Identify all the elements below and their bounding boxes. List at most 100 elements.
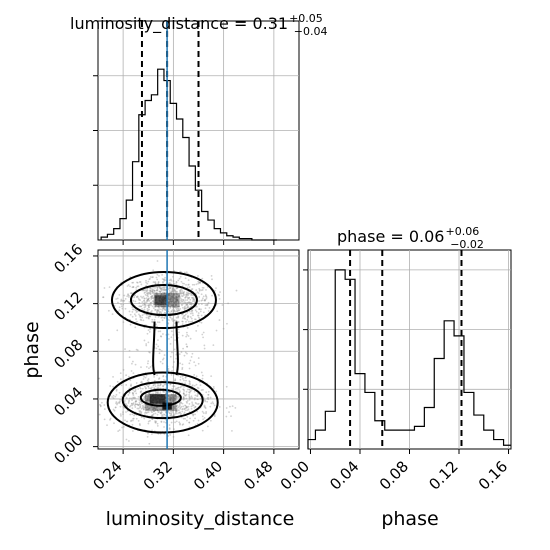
sample-point [151, 289, 154, 292]
sample-point [197, 314, 200, 317]
sample-point [149, 315, 152, 318]
sample-point [210, 402, 213, 405]
sample-point [195, 289, 198, 291]
sample-point [194, 309, 197, 312]
sample-point [193, 299, 196, 301]
sample-point [192, 414, 195, 417]
sample-point [185, 293, 188, 296]
sample-point [149, 289, 152, 292]
sample-point [149, 276, 152, 278]
sample-point [175, 405, 178, 408]
sample-point [173, 293, 176, 295]
sample-point [197, 282, 200, 285]
sample-point [187, 320, 190, 323]
sample-point [151, 321, 154, 323]
sample-point [184, 296, 187, 299]
sample-point [120, 303, 123, 306]
sample-point [176, 310, 179, 313]
sample-point [195, 310, 198, 313]
sample-point [176, 395, 179, 398]
sample-point [149, 290, 151, 292]
sample-point [176, 396, 178, 399]
sample-point [184, 404, 187, 407]
sample-point [147, 304, 150, 307]
sample-point [111, 396, 113, 398]
sample-point [183, 354, 186, 357]
contours [106, 271, 219, 434]
sample-point [179, 292, 181, 294]
sample-point [189, 301, 191, 304]
sample-point [147, 295, 149, 298]
sample-point [184, 313, 187, 316]
sample-point [196, 395, 198, 397]
sample-point [112, 408, 115, 411]
sample-point [159, 360, 162, 363]
sample-point [212, 387, 215, 390]
sample-point [148, 306, 150, 309]
sample-point [164, 309, 167, 311]
sample-point [184, 351, 187, 354]
sample-point [154, 407, 157, 410]
sample-point [187, 283, 190, 286]
sample-point [180, 280, 183, 283]
sample-point [169, 297, 172, 300]
sample-point [144, 412, 146, 414]
sample-point [186, 416, 189, 418]
sample-point [120, 384, 123, 387]
sample-point [157, 345, 160, 348]
sample-point [182, 396, 185, 399]
sample-point [196, 422, 199, 425]
sample-point [145, 408, 148, 411]
sample-point [195, 402, 198, 405]
sample-point [134, 294, 137, 297]
sample-point [112, 385, 115, 388]
sample-point [147, 304, 150, 307]
sample-point [193, 298, 195, 300]
sample-point [146, 298, 149, 301]
sample-point [164, 305, 167, 308]
sample-point [145, 284, 148, 287]
sample-point [188, 396, 191, 399]
sample-point [148, 306, 150, 308]
joint-posterior-panel [97, 249, 300, 450]
sample-point [162, 390, 165, 393]
sample-point [121, 307, 124, 310]
sample-point [156, 413, 159, 416]
sample-point [146, 435, 149, 438]
sample-point [141, 314, 144, 317]
sample-point [201, 429, 204, 432]
luminosity-distance-title: luminosity_distance = 0.31+0.05 −0.04 [70, 12, 328, 38]
sample-point [190, 288, 193, 291]
sample-point [176, 299, 179, 302]
sample-point [167, 395, 170, 397]
sample-point [200, 293, 203, 296]
sample-point [137, 395, 140, 398]
sample-point [190, 294, 193, 296]
sample-point [142, 289, 145, 292]
sample-point [153, 290, 156, 292]
sample-point [160, 408, 163, 411]
sample-point [147, 399, 150, 402]
sample-point [151, 411, 154, 414]
sample-point [133, 296, 136, 299]
sample-point [173, 269, 175, 272]
sample-point [218, 298, 221, 300]
sample-point [136, 281, 138, 284]
sample-point [175, 296, 178, 299]
sample-point [179, 292, 182, 295]
sample-point [186, 303, 188, 306]
sample-point [171, 388, 174, 391]
sample-point [159, 384, 162, 386]
sample-point [201, 277, 204, 280]
sample-point [146, 406, 149, 408]
sample-point [194, 318, 196, 321]
sample-point [161, 358, 164, 361]
sample-point [156, 409, 159, 412]
sample-point [131, 315, 134, 318]
sample-point [177, 320, 180, 323]
sample-point [183, 308, 186, 311]
sample-point [149, 351, 151, 354]
sample-point [194, 417, 196, 420]
sample-point [205, 412, 207, 415]
sample-point [201, 299, 204, 302]
